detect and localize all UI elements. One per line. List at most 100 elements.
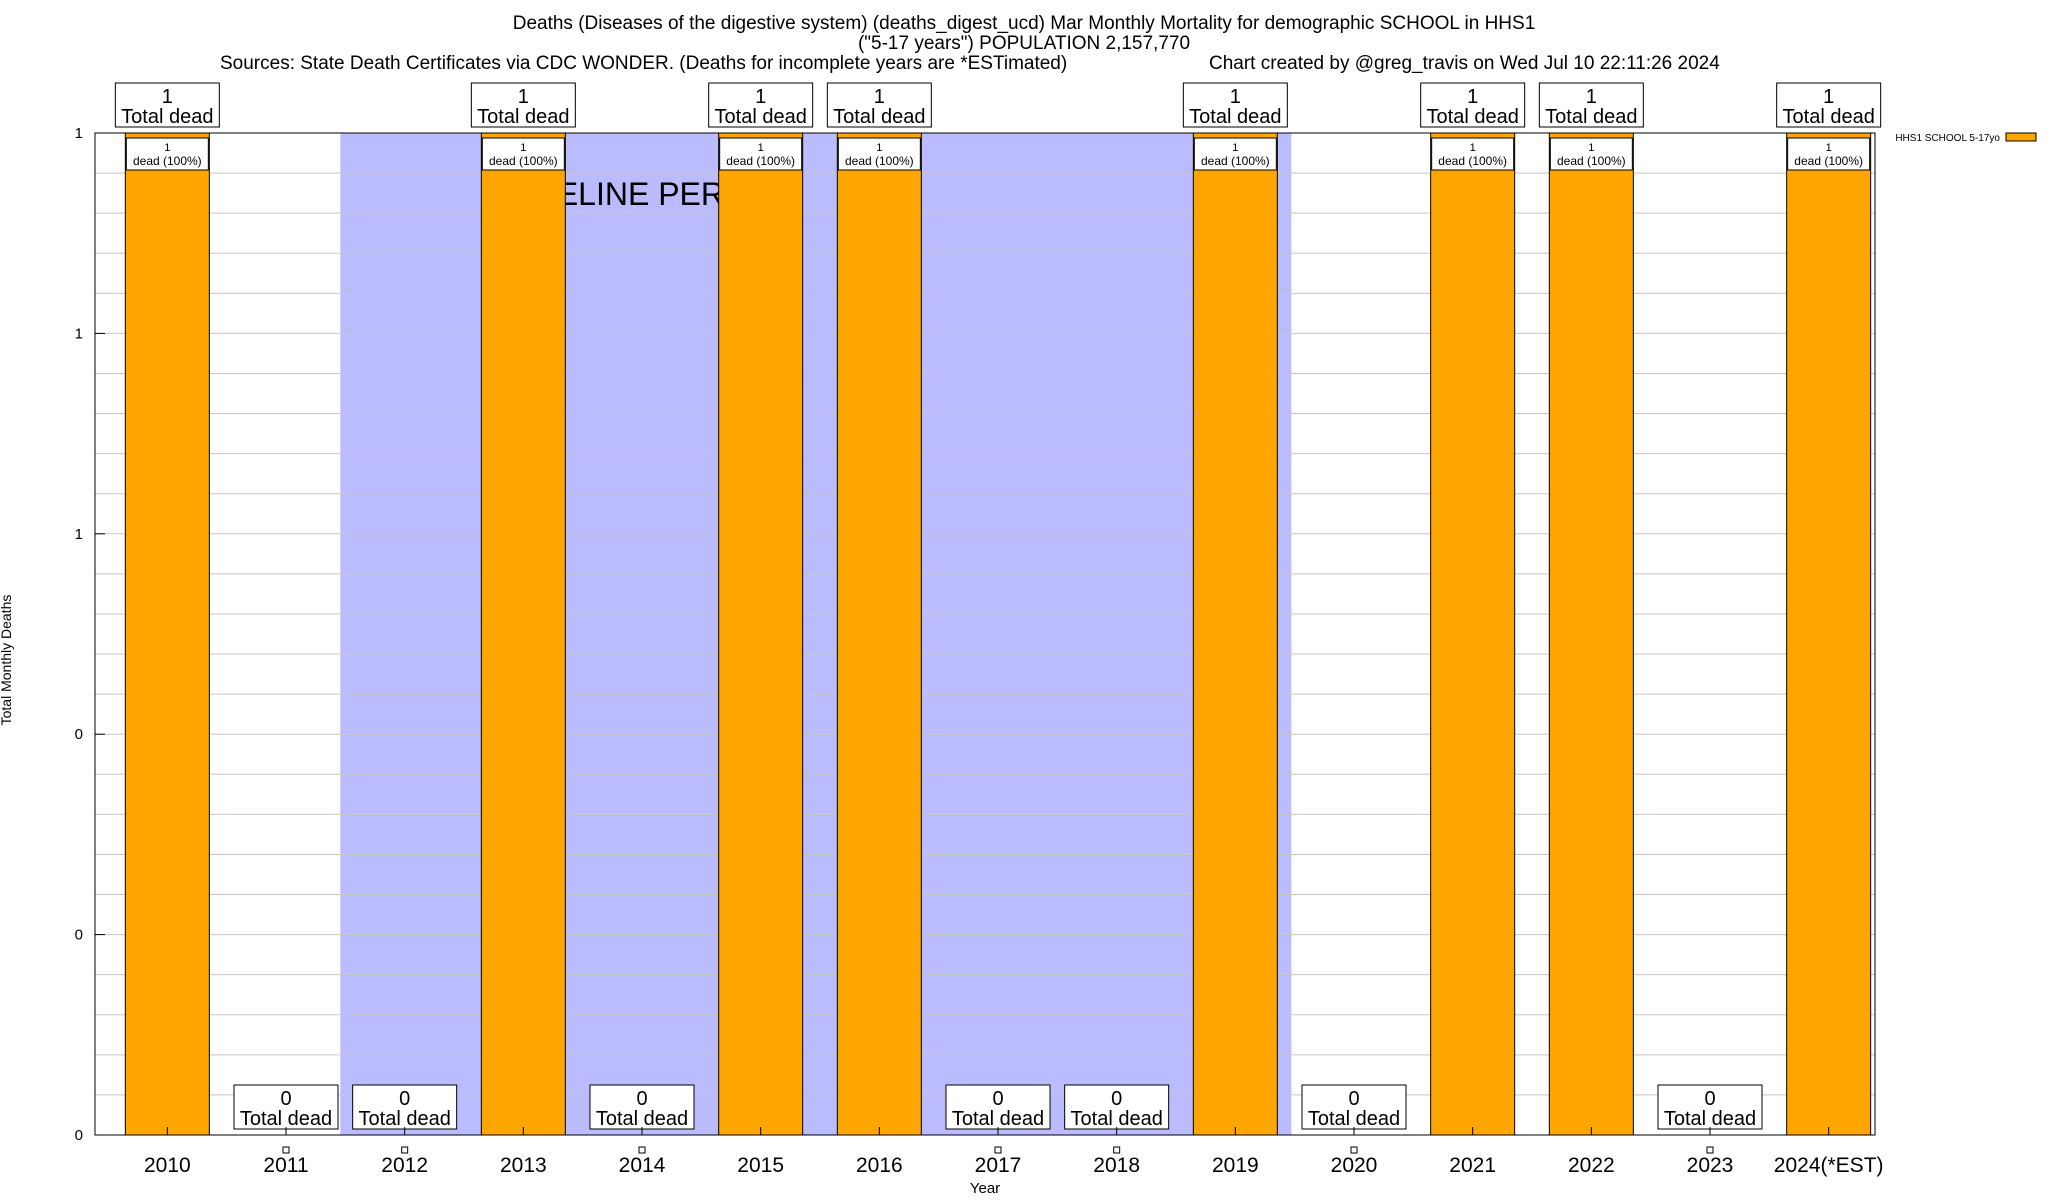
x-tick-label-2024(*EST): 2024(*EST) (1774, 1154, 1884, 1177)
total-label-box-2019 (1182, 82, 1288, 128)
chart-title-line1: Deaths (Diseases of the digestive system… (512, 13, 1536, 34)
chart-legend: HHS1 SCHOOL 5-17yo (1895, 132, 2037, 144)
zero-marker-2023 (1706, 1146, 1714, 1154)
inner-label-caption-2021: dead (100%) (1438, 154, 1507, 168)
total-label-box-2014 (589, 1084, 695, 1130)
x-tick-label-2018: 2018 (1093, 1154, 1140, 1177)
total-label-caption-2024(*EST): Total dead (1783, 106, 1875, 128)
inner-label-caption-2015: dead (100%) (726, 154, 795, 168)
y-tick-label: 1 (75, 125, 83, 142)
total-label-caption-2021: Total dead (1427, 106, 1519, 128)
total-label-caption-2015: Total dead (715, 106, 807, 128)
inner-label-value-2016: 1 (876, 142, 882, 154)
x-tick-label-2015: 2015 (737, 1154, 784, 1177)
total-label-caption-2011: Total dead (240, 1108, 332, 1130)
total-label-value-2016: 1 (874, 86, 885, 108)
inner-label-caption-2013: dead (100%) (489, 154, 558, 168)
x-tick-label-2010: 2010 (144, 1154, 191, 1177)
y-tick-label: 1 (75, 526, 83, 543)
total-label-caption-2017: Total dead (952, 1108, 1044, 1130)
total-label-value-2022: 1 (1586, 86, 1597, 108)
total-label-box-2016 (826, 82, 932, 128)
x-tick-label-2023: 2023 (1687, 1154, 1734, 1177)
inner-label-box-2015 (719, 137, 803, 171)
x-tick-label-2014: 2014 (619, 1154, 666, 1177)
zero-marker-2011 (282, 1146, 290, 1154)
total-label-value-2023: 0 (1704, 1088, 1715, 1110)
total-label-value-2010: 1 (162, 86, 173, 108)
inner-label-caption-2010: dead (100%) (133, 154, 202, 168)
total-label-value-2014: 0 (636, 1088, 647, 1110)
total-label-caption-2014: Total dead (596, 1108, 688, 1130)
total-label-value-2020: 0 (1348, 1088, 1359, 1110)
total-label-caption-2020: Total dead (1308, 1108, 1400, 1130)
bar-2021 (1430, 132, 1516, 1136)
total-label-value-2015: 1 (755, 86, 766, 108)
bar-2015 (718, 132, 804, 1136)
total-label-box-2017 (945, 1084, 1051, 1130)
total-label-value-2018: 0 (1111, 1088, 1122, 1110)
y-tick-label: 0 (75, 927, 83, 944)
inner-label-caption-2019: dead (100%) (1201, 154, 1270, 168)
chart-sources: Sources: State Death Certificates via CD… (220, 53, 1068, 74)
total-label-box-2020 (1301, 1084, 1407, 1130)
total-label-caption-2013: Total dead (477, 106, 569, 128)
total-label-box-2023 (1657, 1084, 1763, 1130)
zero-marker-2018 (1113, 1146, 1121, 1154)
plot-frame (94, 132, 1876, 1136)
inner-label-caption-2022: dead (100%) (1557, 154, 1626, 168)
inner-label-caption-2024(*EST): dead (100%) (1794, 154, 1863, 168)
y-tick-label: 1 (75, 325, 83, 342)
bar-2019 (1192, 132, 1278, 1136)
x-tick-label-2013: 2013 (500, 1154, 547, 1177)
inner-label-box-2013 (481, 137, 565, 171)
x-tick-label-2017: 2017 (975, 1154, 1022, 1177)
zero-marker-2014 (638, 1146, 646, 1154)
legend-label: HHS1 SCHOOL 5-17yo (1895, 133, 2000, 144)
chart-credit: Chart created by @greg_travis on Wed Jul… (1209, 53, 1720, 74)
total-label-value-2024(*EST): 1 (1823, 86, 1834, 108)
total-label-value-2017: 0 (992, 1088, 1003, 1110)
zero-marker-2012 (401, 1146, 409, 1154)
inner-label-box-2022 (1549, 137, 1633, 171)
x-tick-label-2022: 2022 (1568, 1154, 1615, 1177)
inner-label-box-2019 (1193, 137, 1277, 171)
x-axis-label: Year (969, 1180, 1001, 1197)
inner-label-value-2021: 1 (1470, 142, 1476, 154)
x-tick-label-2020: 2020 (1331, 1154, 1378, 1177)
inner-label-caption-2016: dead (100%) (845, 154, 914, 168)
y-tick-label: 0 (75, 726, 83, 743)
x-tick-label-2012: 2012 (381, 1154, 428, 1177)
bar-2016 (836, 132, 922, 1136)
y-axis-label: Total Monthly Deaths (0, 594, 14, 726)
inner-label-box-2010 (125, 137, 209, 171)
total-label-value-2021: 1 (1467, 86, 1478, 108)
total-label-caption-2023: Total dead (1664, 1108, 1756, 1130)
inner-label-value-2019: 1 (1232, 142, 1238, 154)
zero-marker-2020 (1350, 1146, 1358, 1154)
x-tick-label-2011: 2011 (263, 1154, 308, 1177)
total-label-box-2012 (352, 1084, 458, 1130)
total-label-caption-2019: Total dead (1189, 106, 1281, 128)
bar-2024(*EST) (1786, 132, 1872, 1136)
total-label-value-2013: 1 (518, 86, 529, 108)
inner-label-value-2022: 1 (1588, 142, 1594, 154)
chart-axes: 0 0 0 1 1 1 2010 2011 2012 2013 2014 2015 2016 2017 20… (75, 125, 1884, 1177)
chart-bars (124, 132, 1872, 1136)
chart-title-line2: ("5-17 years") POPULATION 2,157,770 (857, 33, 1191, 54)
total-label-caption-2010: Total dead (121, 106, 213, 128)
bar-2010 (124, 132, 210, 1136)
inner-label-value-2010: 1 (164, 142, 170, 154)
y-tick-label: 0 (75, 1127, 83, 1144)
total-label-caption-2016: Total dead (833, 106, 925, 128)
total-label-value-2011: 0 (280, 1088, 291, 1110)
total-label-box-2024(*EST) (1776, 82, 1882, 128)
total-label-box-2013 (470, 82, 576, 128)
total-label-value-2019: 1 (1230, 86, 1241, 108)
inner-label-box-2016 (837, 137, 921, 171)
total-label-caption-2018: Total dead (1071, 1108, 1163, 1130)
bar-2022 (1548, 132, 1634, 1136)
total-label-value-2012: 0 (399, 1088, 410, 1110)
